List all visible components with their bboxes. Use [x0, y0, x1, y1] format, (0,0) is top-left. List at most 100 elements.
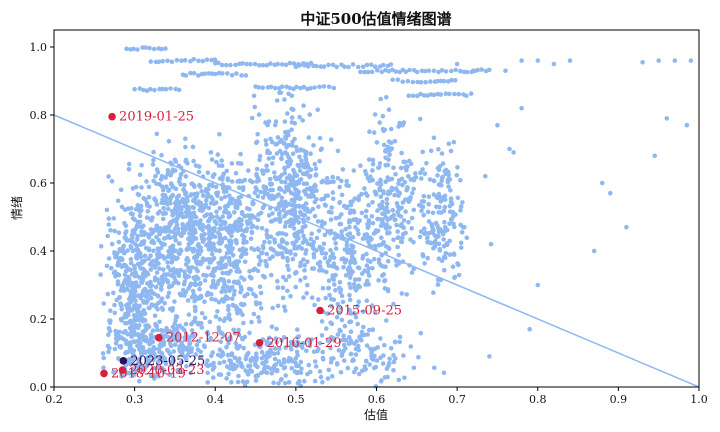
- scatter-point: [174, 314, 180, 320]
- scatter-point: [134, 223, 140, 229]
- scatter-point: [245, 372, 251, 377]
- scatter-point: [159, 282, 164, 288]
- scatter-point: [624, 224, 629, 230]
- scatter-point: [345, 232, 351, 237]
- scatter-point: [204, 212, 210, 217]
- scatter-point: [141, 196, 146, 201]
- scatter-point: [290, 207, 296, 213]
- scatter-point: [151, 157, 156, 163]
- scatter-point: [207, 337, 213, 343]
- scatter-point: [324, 176, 330, 181]
- scatter-point: [198, 184, 203, 189]
- scatter-point: [242, 293, 247, 299]
- scatter-point: [362, 186, 367, 191]
- scatter-point: [213, 297, 218, 303]
- scatter-point: [320, 285, 326, 291]
- scatter-point: [322, 220, 328, 226]
- scatter-point: [288, 251, 293, 256]
- scatter-point: [290, 256, 296, 262]
- scatter-point: [403, 69, 409, 75]
- scatter-point: [232, 331, 238, 336]
- scatter-point: [226, 255, 232, 261]
- scatter-point: [446, 141, 452, 147]
- scatter-point: [389, 214, 394, 220]
- scatter-point: [169, 359, 174, 365]
- scatter-point: [378, 177, 383, 183]
- scatter-point: [291, 342, 297, 347]
- scatter-point: [432, 365, 437, 371]
- scatter-point: [159, 152, 164, 158]
- scatter-point: [148, 86, 153, 92]
- scatter-point: [182, 182, 187, 188]
- scatter-point: [276, 204, 282, 210]
- scatter-point: [160, 86, 165, 92]
- scatter-point: [423, 79, 428, 85]
- scatter-point: [405, 78, 411, 84]
- scatter-point: [293, 64, 299, 70]
- scatter-point: [373, 384, 379, 389]
- scatter-point: [253, 378, 259, 383]
- scatter-point: [239, 210, 245, 215]
- scatter-point: [193, 236, 199, 241]
- scatter-point: [376, 243, 382, 248]
- scatter-point: [144, 300, 149, 306]
- scatter-point: [218, 276, 224, 282]
- scatter-point: [438, 92, 444, 97]
- scatter-point: [227, 317, 233, 322]
- scatter-point: [255, 194, 261, 199]
- scatter-point: [443, 69, 449, 74]
- scatter-point: [168, 173, 173, 178]
- scatter-point: [447, 203, 453, 209]
- scatter-point: [188, 70, 193, 76]
- scatter-point: [133, 368, 138, 374]
- scatter-point: [232, 279, 237, 285]
- scatter-point: [387, 225, 392, 230]
- scatter-point: [359, 338, 364, 343]
- scatter-point: [192, 196, 198, 201]
- scatter-point: [329, 205, 335, 210]
- scatter-point: [219, 176, 225, 182]
- scatter-point: [148, 332, 154, 338]
- scatter-point: [324, 269, 329, 275]
- scatter-point: [262, 353, 267, 359]
- scatter-point: [440, 161, 446, 166]
- scatter-point: [264, 142, 269, 147]
- scatter-point: [119, 204, 125, 210]
- scatter-point: [227, 240, 233, 245]
- scatter-point: [414, 69, 420, 75]
- scatter-point: [319, 179, 325, 185]
- scatter-point: [318, 374, 324, 380]
- scatter-point: [297, 114, 302, 120]
- scatter-point: [137, 213, 143, 219]
- scatter-point: [375, 68, 380, 73]
- scatter-point: [339, 317, 345, 323]
- scatter-point: [157, 319, 162, 325]
- scatter-point: [365, 69, 371, 75]
- scatter-point: [347, 297, 353, 303]
- scatter-point: [366, 157, 372, 162]
- scatter-point: [371, 256, 377, 262]
- scatter-point: [146, 246, 152, 252]
- scatter-point: [199, 234, 205, 240]
- scatter-point: [136, 378, 142, 384]
- scatter-point: [392, 192, 397, 198]
- scatter-point: [400, 200, 406, 205]
- scatter-point: [300, 345, 305, 350]
- scatter-point: [435, 282, 441, 287]
- scatter-point: [384, 201, 390, 207]
- scatter-point: [205, 380, 210, 385]
- scatter-point: [293, 284, 299, 290]
- y-axis-label: 情绪: [10, 196, 24, 220]
- scatter-point: [223, 255, 228, 260]
- scatter-point: [264, 163, 269, 169]
- scatter-point: [503, 68, 508, 74]
- scatter-point: [411, 177, 417, 183]
- scatter-point: [161, 367, 167, 373]
- scatter-point: [319, 146, 325, 151]
- scatter-point: [379, 203, 385, 209]
- scatter-point: [368, 237, 374, 243]
- scatter-point: [507, 146, 512, 152]
- scatter-point: [268, 84, 274, 90]
